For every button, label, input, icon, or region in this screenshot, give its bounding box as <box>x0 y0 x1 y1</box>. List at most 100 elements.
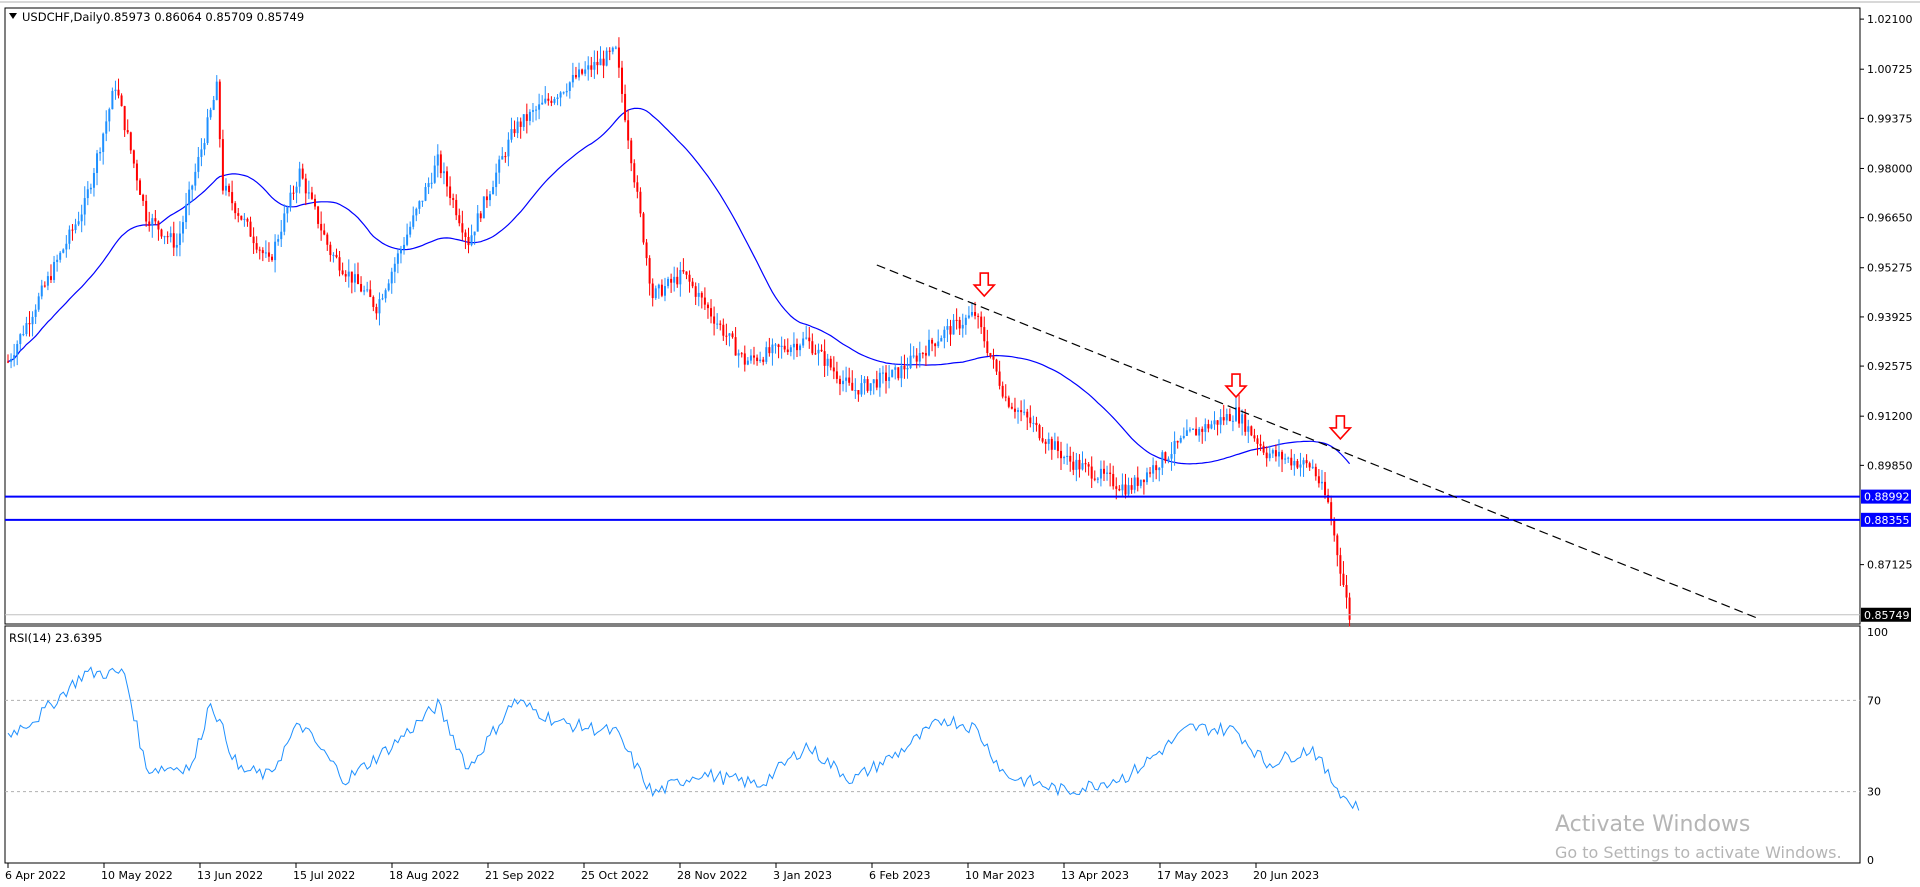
candle-body <box>335 254 338 258</box>
candle-body <box>608 50 611 52</box>
candle-body <box>544 98 547 103</box>
candle-body <box>145 200 148 222</box>
rsi-tick-label: 100 <box>1867 626 1888 639</box>
candle-body <box>485 196 488 201</box>
candle-body <box>881 372 884 374</box>
candle-body <box>1324 481 1327 496</box>
candle-body <box>1305 460 1308 464</box>
candle-body <box>937 341 940 347</box>
candle-body <box>228 185 231 193</box>
candle-body <box>863 379 866 384</box>
candle-body <box>252 236 255 244</box>
candle-body <box>737 353 740 356</box>
candle-body <box>289 192 292 208</box>
candle-body <box>639 191 642 214</box>
candle-body <box>1029 417 1032 424</box>
candle-body <box>507 139 510 157</box>
candle-body <box>670 278 673 283</box>
candle-body <box>68 229 71 244</box>
support-price-tag <box>1861 489 1911 504</box>
candle-body <box>774 344 777 346</box>
candle-body <box>746 360 749 365</box>
candle-body <box>366 289 369 291</box>
candle-body <box>240 215 243 220</box>
candle-body <box>461 223 464 233</box>
candle-body <box>412 215 415 227</box>
candle-body <box>1327 495 1330 503</box>
ohlc-values: 0.85973 0.86064 0.85709 0.85749 <box>103 10 304 24</box>
candle-body <box>1228 414 1231 422</box>
candle-body <box>578 69 581 78</box>
candle-body <box>974 312 977 316</box>
candle-body <box>393 263 396 272</box>
candle-body <box>181 222 184 234</box>
candle-body <box>1244 414 1247 432</box>
candle-body <box>304 178 307 194</box>
candle-body <box>372 296 375 307</box>
candle-body <box>1050 438 1053 450</box>
candle-body <box>277 239 280 242</box>
price-tick-label: 0.91200 <box>1867 410 1913 423</box>
candle-body <box>381 298 384 300</box>
candle-body <box>605 50 608 66</box>
symbol-label: USDCHF,Daily <box>22 10 103 24</box>
candle-body <box>169 233 172 238</box>
candle-body <box>676 276 679 285</box>
candle-body <box>1124 484 1127 495</box>
candle-body <box>691 281 694 287</box>
candle-body <box>685 271 688 275</box>
candle-body <box>10 359 13 362</box>
descending-trendline[interactable] <box>876 264 1759 619</box>
candle-body <box>783 345 786 350</box>
candle-body <box>1222 417 1225 421</box>
candle-body <box>314 198 316 207</box>
candle-body <box>37 296 40 310</box>
candle-body <box>719 323 722 325</box>
candle-body <box>694 286 697 297</box>
candle-body <box>581 69 584 74</box>
candle-body <box>1041 438 1044 442</box>
candle-body <box>888 377 891 381</box>
candle-body <box>651 283 654 299</box>
candle-body <box>326 234 329 245</box>
candle-body <box>215 81 218 100</box>
candle-body <box>660 284 663 296</box>
candle-body <box>832 367 835 372</box>
candle-body <box>384 290 387 299</box>
candle-body <box>154 218 157 222</box>
candle-body <box>1336 535 1339 556</box>
candle-body <box>1133 477 1136 490</box>
candle-body <box>1192 428 1195 430</box>
candle-body <box>885 372 888 381</box>
candle-body <box>703 297 706 305</box>
candle-body <box>479 213 482 219</box>
candle-body <box>716 323 719 325</box>
candle-body <box>375 306 378 314</box>
candle-body <box>102 133 105 152</box>
candle-body <box>805 337 808 339</box>
candle-body <box>725 335 728 337</box>
candle-body <box>1075 459 1078 470</box>
candle-body <box>762 359 765 362</box>
candle-body <box>378 299 381 314</box>
candle-body <box>1161 452 1164 468</box>
candle-body <box>525 114 528 121</box>
candle-body <box>409 226 412 235</box>
candle-body <box>1047 438 1050 444</box>
candle-body <box>906 367 909 370</box>
candle-body <box>860 383 863 395</box>
candle-body <box>114 89 117 91</box>
candle-body <box>940 338 943 342</box>
candle-body <box>1038 425 1041 439</box>
candle-body <box>1066 455 1069 458</box>
candle-body <box>53 261 56 280</box>
candle-body <box>1210 424 1213 429</box>
candle-body <box>584 69 587 74</box>
candle-body <box>875 379 878 388</box>
candle-body <box>688 274 691 282</box>
candle-body <box>1231 420 1234 422</box>
candle-body <box>1299 464 1302 468</box>
date-tick-label: 15 Jul 2022 <box>293 869 355 882</box>
chart-menu-triangle-icon[interactable] <box>9 13 17 19</box>
candle-body <box>1204 424 1207 432</box>
